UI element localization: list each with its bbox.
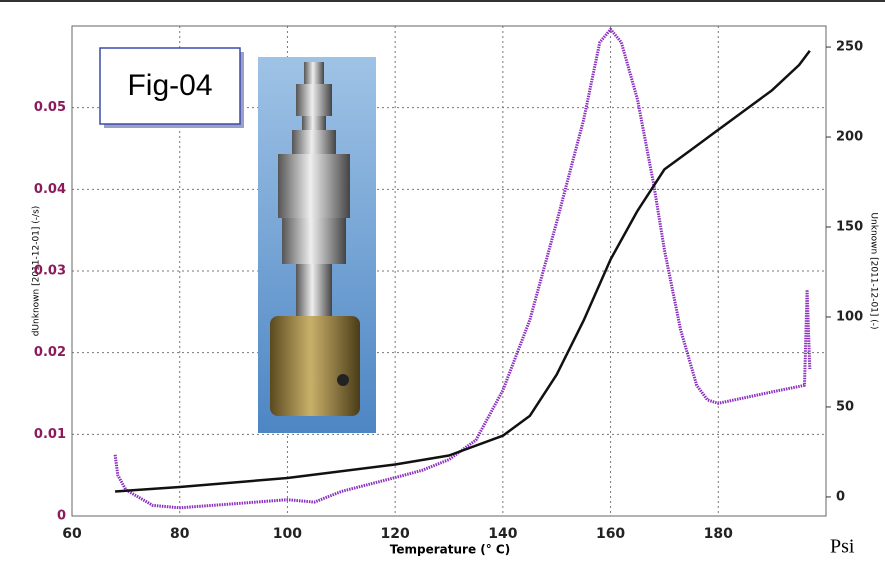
y-tick-label: 0.02 bbox=[34, 345, 66, 360]
label-box bbox=[99, 47, 241, 125]
y-axis-label: dUnknown [2011-12-01] (-/s) bbox=[32, 206, 42, 337]
y-tick-label: 0.05 bbox=[34, 100, 66, 115]
x-tick-label: 60 bbox=[62, 526, 82, 542]
x-tick-label: 140 bbox=[488, 526, 517, 542]
photo bbox=[258, 57, 376, 433]
x-tick-label: 160 bbox=[596, 526, 625, 542]
y-tick-label: 0.03 bbox=[34, 264, 66, 279]
y2-tick-label: 50 bbox=[836, 399, 854, 414]
plot-frame bbox=[71, 25, 827, 517]
y2-tick-label: 200 bbox=[836, 130, 863, 145]
x-axis-label: Temperature (° C) bbox=[390, 543, 510, 557]
y2-tick-label: 100 bbox=[836, 309, 863, 324]
y2-tick-label: 150 bbox=[836, 220, 863, 235]
y-tick-label: 0.04 bbox=[34, 182, 66, 197]
series-line bbox=[115, 49, 811, 493]
x-tick-label: 80 bbox=[170, 526, 190, 542]
x-tick-label: 100 bbox=[273, 526, 302, 542]
fig-label: Fig-04 bbox=[127, 69, 212, 102]
x-tick-label: 180 bbox=[704, 526, 733, 542]
y-tick-label: 0 bbox=[57, 509, 66, 524]
y2-tick-label: 250 bbox=[836, 40, 863, 55]
y2-tick-label: 0 bbox=[836, 489, 845, 504]
series-line bbox=[113, 27, 812, 510]
y-tick-label: 0.01 bbox=[34, 427, 66, 442]
unit-note: Psi bbox=[830, 536, 855, 558]
x-tick-label: 120 bbox=[381, 526, 410, 542]
y2-axis-label: Unknown [2011-12-01] (-) bbox=[869, 212, 879, 329]
